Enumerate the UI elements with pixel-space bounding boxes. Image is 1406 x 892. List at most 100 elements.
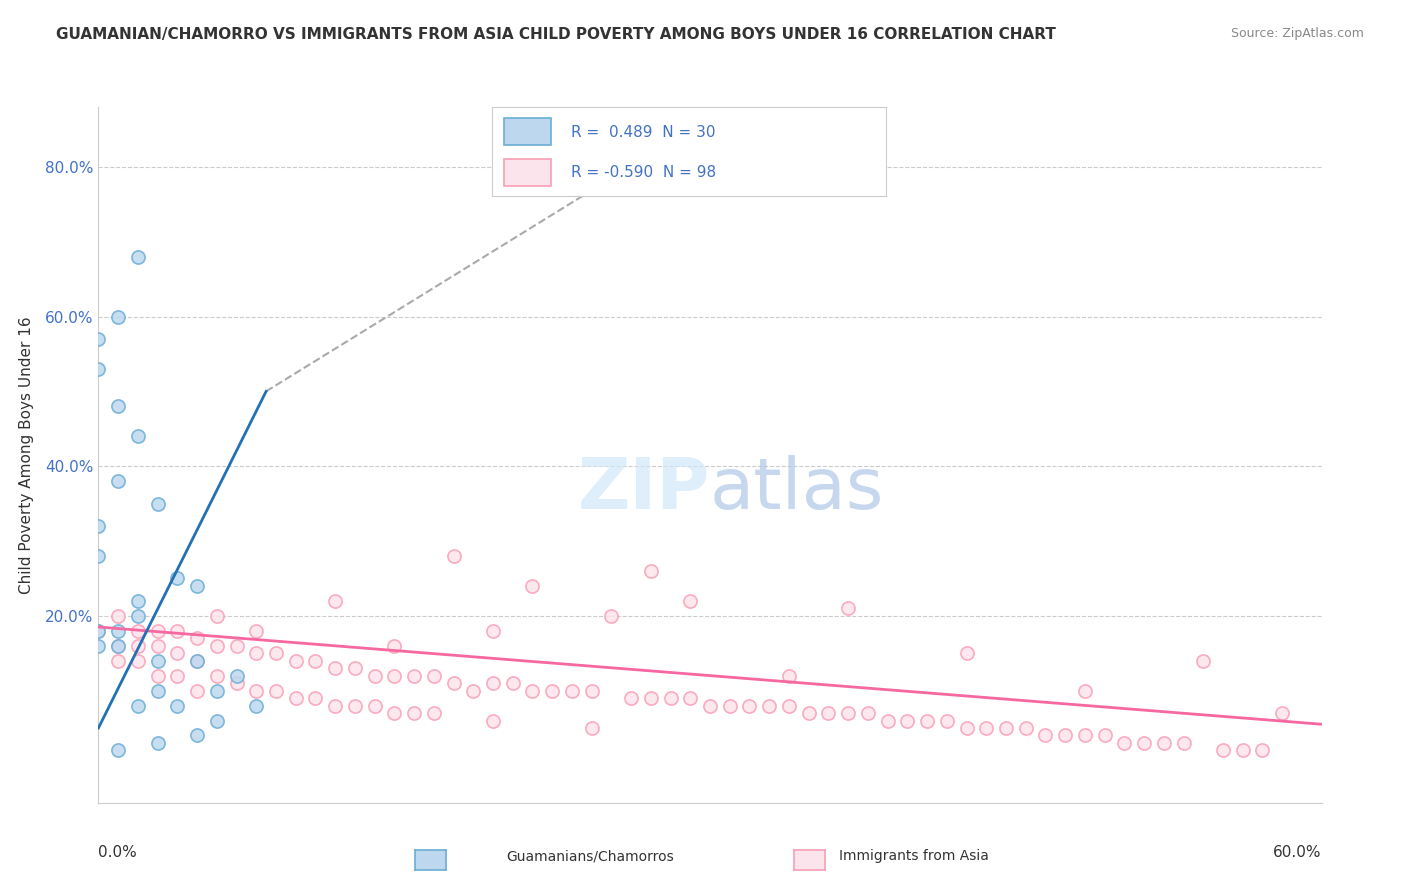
- Point: [146, 624, 169, 638]
- Point: [284, 654, 307, 668]
- Point: [876, 714, 898, 728]
- Point: [1232, 743, 1254, 757]
- Text: GUAMANIAN/CHAMORRO VS IMMIGRANTS FROM ASIA CHILD POVERTY AMONG BOYS UNDER 16 COR: GUAMANIAN/CHAMORRO VS IMMIGRANTS FROM AS…: [56, 27, 1056, 42]
- Point: [323, 698, 346, 713]
- Point: [1074, 729, 1097, 743]
- Point: [186, 579, 208, 593]
- Point: [245, 683, 267, 698]
- Point: [87, 332, 110, 346]
- Point: [581, 683, 603, 698]
- Point: [146, 736, 169, 750]
- Point: [225, 676, 247, 690]
- Point: [463, 683, 485, 698]
- Point: [994, 721, 1017, 735]
- Point: [205, 714, 228, 728]
- Text: Source: ZipAtlas.com: Source: ZipAtlas.com: [1230, 27, 1364, 40]
- Text: R = -0.590  N = 98: R = -0.590 N = 98: [571, 165, 716, 179]
- Point: [343, 698, 366, 713]
- Point: [915, 714, 938, 728]
- Point: [264, 646, 287, 660]
- Point: [323, 594, 346, 608]
- Text: atlas: atlas: [710, 455, 884, 524]
- Text: ZIP: ZIP: [578, 455, 710, 524]
- Point: [561, 683, 583, 698]
- Point: [245, 698, 267, 713]
- Point: [343, 661, 366, 675]
- Point: [738, 698, 761, 713]
- Text: R =  0.489  N = 30: R = 0.489 N = 30: [571, 125, 716, 139]
- Point: [186, 631, 208, 645]
- Point: [107, 743, 129, 757]
- Point: [205, 683, 228, 698]
- Point: [304, 654, 326, 668]
- Point: [640, 691, 662, 706]
- Point: [264, 683, 287, 698]
- Point: [186, 729, 208, 743]
- Point: [146, 639, 169, 653]
- Point: [620, 691, 643, 706]
- Point: [797, 706, 820, 720]
- Point: [323, 661, 346, 675]
- Point: [87, 624, 110, 638]
- Point: [127, 250, 149, 264]
- Point: [107, 639, 129, 653]
- Point: [837, 601, 859, 615]
- Point: [304, 691, 326, 706]
- Point: [522, 683, 544, 698]
- Point: [146, 654, 169, 668]
- Point: [166, 668, 188, 682]
- Point: [502, 676, 524, 690]
- Point: [1015, 721, 1038, 735]
- Point: [935, 714, 957, 728]
- Point: [1094, 729, 1116, 743]
- Point: [443, 549, 465, 563]
- Text: 60.0%: 60.0%: [1274, 845, 1322, 860]
- Point: [1251, 743, 1274, 757]
- Point: [166, 698, 188, 713]
- Point: [127, 698, 149, 713]
- Point: [127, 608, 149, 623]
- Point: [1133, 736, 1156, 750]
- Point: [600, 608, 623, 623]
- Point: [659, 691, 682, 706]
- Point: [541, 683, 564, 698]
- Text: Guamanians/Chamorros: Guamanians/Chamorros: [506, 849, 675, 863]
- Point: [127, 639, 149, 653]
- Point: [1212, 743, 1234, 757]
- Point: [382, 639, 405, 653]
- Point: [382, 668, 405, 682]
- Point: [1054, 729, 1077, 743]
- Point: [107, 310, 129, 324]
- Point: [245, 624, 267, 638]
- Point: [225, 668, 247, 682]
- Text: 0.0%: 0.0%: [98, 845, 138, 860]
- Point: [482, 676, 505, 690]
- Point: [127, 624, 149, 638]
- Point: [640, 564, 662, 578]
- Point: [166, 624, 188, 638]
- Point: [581, 721, 603, 735]
- Point: [87, 519, 110, 533]
- Point: [205, 639, 228, 653]
- Point: [107, 639, 129, 653]
- Point: [1192, 654, 1215, 668]
- Point: [856, 706, 879, 720]
- Point: [1114, 736, 1136, 750]
- Point: [1173, 736, 1195, 750]
- Point: [146, 497, 169, 511]
- Point: [186, 654, 208, 668]
- Point: [225, 639, 247, 653]
- Point: [758, 698, 780, 713]
- Point: [896, 714, 918, 728]
- Point: [817, 706, 839, 720]
- Point: [443, 676, 465, 690]
- Point: [522, 579, 544, 593]
- Point: [107, 474, 129, 488]
- Point: [284, 691, 307, 706]
- Point: [107, 608, 129, 623]
- Point: [127, 594, 149, 608]
- Point: [205, 668, 228, 682]
- Point: [699, 698, 721, 713]
- Point: [146, 683, 169, 698]
- Point: [837, 706, 859, 720]
